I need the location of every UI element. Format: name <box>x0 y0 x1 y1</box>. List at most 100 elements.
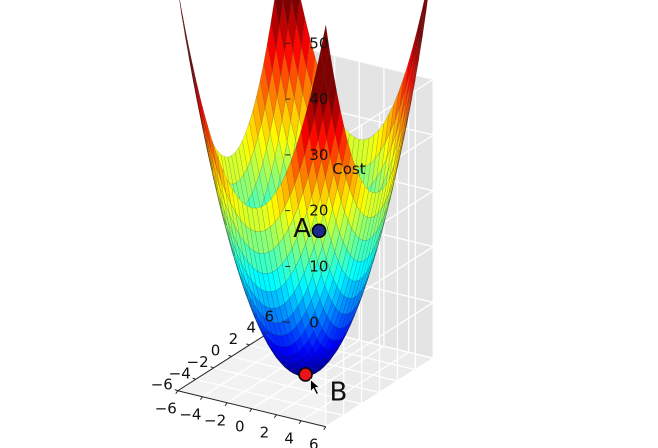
y-tick-label: 2 <box>260 424 270 442</box>
surface-patch <box>367 192 377 218</box>
x-tick-mark <box>228 354 232 357</box>
surface-patch <box>359 185 369 216</box>
surface-patch <box>246 205 256 232</box>
surface-patch <box>281 363 290 372</box>
surface-patch <box>234 146 244 181</box>
y-tick-label: 4 <box>284 430 294 448</box>
x-tick-label: 4 <box>247 319 257 337</box>
grid-line <box>276 345 385 416</box>
x-tick-label: 2 <box>229 330 239 348</box>
surface-patch <box>202 106 212 149</box>
x-tick-mark <box>210 366 214 369</box>
x-tick-mark <box>264 332 268 335</box>
surface-patch <box>370 191 380 219</box>
surface-patch <box>363 189 373 218</box>
z-tick-label: 10 <box>309 258 328 276</box>
surface-patch <box>419 0 427 33</box>
surface-patch <box>222 206 232 240</box>
surface-patch <box>282 0 284 3</box>
surface-patch <box>229 213 239 246</box>
x-tick-label: 0 <box>211 342 221 360</box>
surface-patch <box>381 176 391 209</box>
x-tick-label: −4 <box>169 364 191 382</box>
surface-patch <box>320 24 330 74</box>
x-tick-mark <box>192 377 196 380</box>
surface-patch <box>291 0 292 2</box>
surface-patch <box>352 172 362 207</box>
surface-patch <box>225 191 235 226</box>
surface-patch <box>286 367 295 374</box>
y-tick-label: −6 <box>155 400 177 418</box>
point-b: B <box>298 367 348 408</box>
surface-patch <box>256 206 266 233</box>
surface-patch <box>345 151 355 190</box>
surface-patch <box>238 139 248 176</box>
z-axis-label: Cost <box>332 160 365 178</box>
surface-patch <box>342 139 352 178</box>
y-tick-label: −4 <box>179 406 201 424</box>
surface-patch <box>252 266 262 291</box>
surface-patch <box>255 284 266 307</box>
y-tick-mark <box>224 402 228 407</box>
surface-patch <box>240 218 250 249</box>
surface-patch <box>377 183 387 214</box>
grid-line <box>325 301 434 372</box>
y-tick-mark <box>323 426 327 431</box>
x-tick-mark <box>246 343 250 346</box>
surface-patch <box>197 86 207 131</box>
surface-patch <box>214 170 224 207</box>
x-tick-label: 6 <box>265 307 275 325</box>
z-tick-label: 50 <box>309 34 328 52</box>
surface-patch <box>296 0 306 47</box>
point-label: A <box>293 214 311 244</box>
grid-line <box>300 351 409 422</box>
surface-patch <box>227 221 237 253</box>
y-tick-mark <box>175 390 179 395</box>
surface-patch <box>420 0 428 36</box>
surface-patch <box>250 228 260 254</box>
surface-patch <box>338 125 348 165</box>
z-tick-label: 0 <box>309 313 319 331</box>
grid-line <box>325 357 434 428</box>
z-tick-label: 30 <box>309 146 328 164</box>
surface-patch <box>277 321 288 337</box>
surface-patch <box>184 34 194 82</box>
surface-patch <box>356 180 366 212</box>
surface-patch <box>182 16 192 66</box>
surface-patch <box>264 226 274 253</box>
point-label: B <box>330 378 348 408</box>
surface-patch <box>210 148 220 187</box>
surface-patch <box>355 139 365 169</box>
surface-patch <box>220 179 230 215</box>
x-tick-mark <box>174 389 178 392</box>
surface-patch <box>285 345 295 357</box>
surface-patch <box>192 64 202 111</box>
y-tick-label: 0 <box>235 418 245 436</box>
point-markers: AB <box>293 214 347 408</box>
arrow-cursor-icon <box>310 378 321 396</box>
x-tick-mark <box>282 320 286 323</box>
z-tick-label: 20 <box>309 202 328 220</box>
surface-patch <box>241 201 251 230</box>
cursor-icon <box>310 378 321 396</box>
y-tick-mark <box>200 396 203 401</box>
y-tick-mark <box>249 408 253 413</box>
surface-patch <box>334 108 344 150</box>
x-tick-label: −6 <box>151 376 173 394</box>
surface-patch <box>237 244 247 273</box>
y-tick-label: −2 <box>204 412 226 430</box>
x-tick-label: −2 <box>187 353 209 371</box>
z-tick-label: 40 <box>309 90 328 108</box>
point-a: A <box>293 214 327 244</box>
point-marker <box>311 223 327 239</box>
point-marker <box>298 367 313 382</box>
surface-patch <box>181 12 191 62</box>
surface-patch <box>374 187 384 217</box>
surface-patch <box>277 357 287 368</box>
y-tick-label: 6 <box>309 436 319 448</box>
surface-patch <box>231 188 241 220</box>
y-tick-mark <box>274 414 277 419</box>
surface-patch <box>179 0 187 40</box>
